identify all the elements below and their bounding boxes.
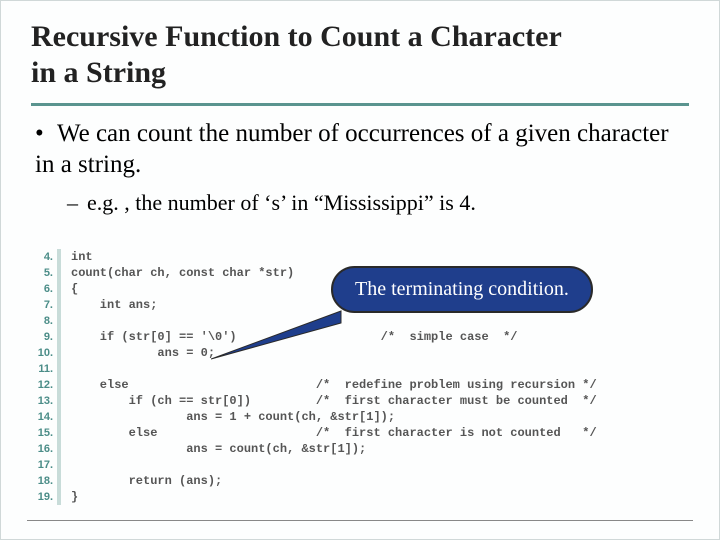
line-number: 9. [29, 329, 57, 345]
code-text: else /* redefine problem using recursion… [71, 377, 597, 393]
code-text: ans = 0; [71, 345, 215, 361]
code-line: 9. if (str[0] == '\0') /* simple case */ [29, 329, 695, 345]
line-number: 16. [29, 441, 57, 457]
gutter-bar [57, 377, 61, 393]
gutter-bar [57, 393, 61, 409]
gutter-bar [57, 265, 61, 281]
title-line-2: in a String [31, 56, 166, 89]
gutter-bar [57, 313, 61, 329]
gutter-bar [57, 345, 61, 361]
line-number: 6. [29, 281, 57, 297]
title-line-1: Recursive Function to Count a Character [31, 20, 562, 53]
gutter-bar [57, 281, 61, 297]
gutter-bar [57, 297, 61, 313]
code-text: { [71, 281, 78, 297]
gutter-bar [57, 489, 61, 505]
gutter-bar [57, 473, 61, 489]
code-line: 16. ans = count(ch, &str[1]); [29, 441, 695, 457]
code-text: count(char ch, const char *str) [71, 265, 294, 281]
gutter-bar [57, 441, 61, 457]
code-line: 18. return (ans); [29, 473, 695, 489]
callout-box: The terminating condition. [331, 266, 593, 313]
code-line: 17. [29, 457, 695, 473]
line-number: 13. [29, 393, 57, 409]
line-number: 12. [29, 377, 57, 393]
line-number: 17. [29, 457, 57, 473]
callout-text: The terminating condition. [355, 278, 569, 300]
line-number: 4. [29, 249, 57, 265]
bullet-main: •We can count the number of occurrences … [31, 118, 689, 181]
line-number: 14. [29, 409, 57, 425]
bullet-text: We can count the number of occurrences o… [35, 120, 669, 178]
code-text: int ans; [71, 297, 157, 313]
line-number: 11. [29, 361, 57, 377]
gutter-bar [57, 409, 61, 425]
gutter-bar [57, 361, 61, 377]
line-number: 18. [29, 473, 57, 489]
code-text: } [71, 489, 78, 505]
code-line: 19.} [29, 489, 695, 505]
subbullet-text: e.g. , the number of ‘s’ in “Mississippi… [87, 190, 476, 215]
code-text: ans = 1 + count(ch, &str[1]); [71, 409, 395, 425]
code-text: return (ans); [71, 473, 222, 489]
gutter-bar [57, 425, 61, 441]
line-number: 19. [29, 489, 57, 505]
code-line: 15. else /* first character is not count… [29, 425, 695, 441]
code-line: 11. [29, 361, 695, 377]
line-number: 5. [29, 265, 57, 281]
slide-title: Recursive Function to Count a Character … [31, 19, 689, 106]
code-line: 13. if (ch == str[0]) /* first character… [29, 393, 695, 409]
line-number: 15. [29, 425, 57, 441]
line-number: 10. [29, 345, 57, 361]
code-line: 8. [29, 313, 695, 329]
code-text: if (ch == str[0]) /* first character mus… [71, 393, 597, 409]
callout-pointer [211, 305, 361, 365]
code-text: int [71, 249, 93, 265]
bottom-divider [27, 520, 693, 521]
code-line: 4. int [29, 249, 695, 265]
gutter-bar [57, 249, 61, 265]
code-line: 14. ans = 1 + count(ch, &str[1]); [29, 409, 695, 425]
slide-content: Recursive Function to Count a Character … [1, 1, 719, 226]
gutter-bar [57, 329, 61, 345]
gutter-bar [57, 457, 61, 473]
code-text: ans = count(ch, &str[1]); [71, 441, 366, 457]
code-line: 10. ans = 0; [29, 345, 695, 361]
subbullet: –e.g. , the number of ‘s’ in “Mississipp… [67, 189, 689, 217]
subbullet-marker: – [67, 189, 87, 217]
code-text: else /* first character is not counted *… [71, 425, 597, 441]
bullet-marker: • [35, 118, 57, 149]
code-line: 12. else /* redefine problem using recur… [29, 377, 695, 393]
line-number: 8. [29, 313, 57, 329]
line-number: 7. [29, 297, 57, 313]
